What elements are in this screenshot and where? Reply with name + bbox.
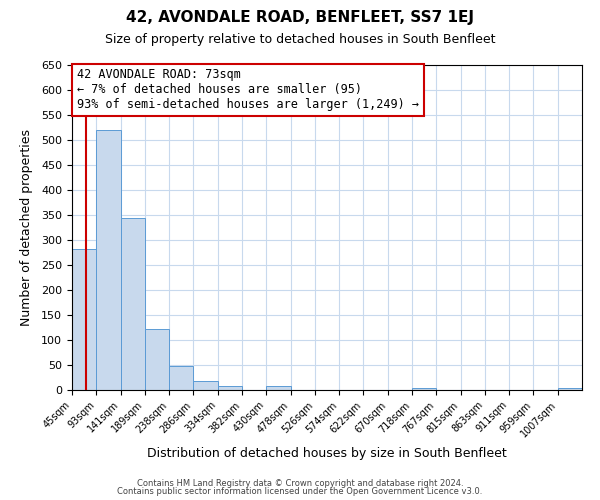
Bar	[96, 130, 121, 390]
Text: Contains HM Land Registry data © Crown copyright and database right 2024.: Contains HM Land Registry data © Crown c…	[137, 478, 463, 488]
Bar	[218, 386, 242, 390]
Text: Contains public sector information licensed under the Open Government Licence v3: Contains public sector information licen…	[118, 487, 482, 496]
Text: Size of property relative to detached houses in South Benfleet: Size of property relative to detached ho…	[105, 32, 495, 46]
Text: 42, AVONDALE ROAD, BENFLEET, SS7 1EJ: 42, AVONDALE ROAD, BENFLEET, SS7 1EJ	[126, 10, 474, 25]
Bar	[121, 218, 145, 390]
X-axis label: Distribution of detached houses by size in South Benfleet: Distribution of detached houses by size …	[147, 447, 507, 460]
Bar	[72, 248, 96, 390]
Bar	[266, 386, 290, 390]
Bar	[169, 366, 193, 390]
Bar	[193, 381, 218, 390]
Y-axis label: Number of detached properties: Number of detached properties	[20, 129, 33, 326]
Bar	[412, 388, 436, 390]
Bar	[558, 388, 582, 390]
Text: 42 AVONDALE ROAD: 73sqm
← 7% of detached houses are smaller (95)
93% of semi-det: 42 AVONDALE ROAD: 73sqm ← 7% of detached…	[77, 68, 419, 112]
Bar	[145, 329, 169, 390]
